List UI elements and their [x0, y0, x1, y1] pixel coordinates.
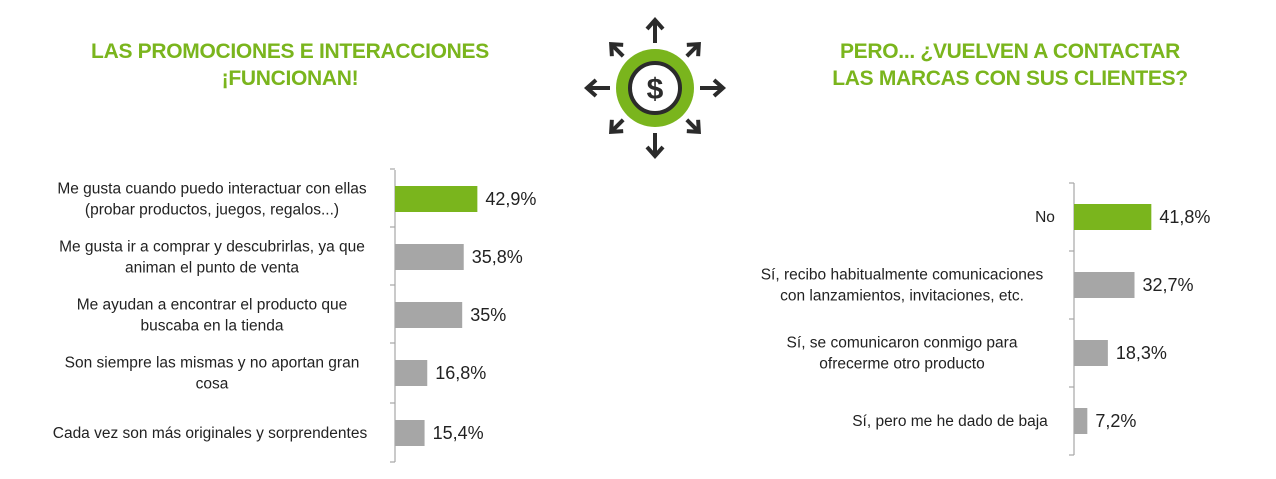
right-title-line-1: PERO... ¿VUELVEN A CONTACTAR	[839, 40, 1181, 63]
bar	[395, 302, 463, 328]
bar	[395, 244, 464, 270]
arrow-icon	[645, 16, 665, 43]
arrow-icon	[685, 42, 701, 58]
category-label: Son siempre las mismas y no aportan gran…	[65, 355, 360, 393]
value-label: 7,2%	[1095, 411, 1136, 431]
category-label: Me ayudan a encontrar el producto que bus…	[77, 297, 348, 335]
coin-inner	[628, 61, 682, 115]
value-label: 42,9%	[485, 189, 536, 209]
bar	[1074, 408, 1088, 434]
category-label: Sí, pero me he dado de baja	[852, 413, 1048, 430]
left-title-line-2: ¡FUNCIONAN!	[221, 67, 359, 90]
right-chart-title: PERO... ¿VUELVEN A CONTACTAR LAS MARCAS …	[800, 38, 1220, 92]
value-label: 35%	[470, 305, 506, 325]
bar	[1074, 272, 1135, 298]
category-label: Sí, se comunicaron conmigo para ofrecerme…	[787, 335, 1018, 373]
arrow-icon	[609, 118, 625, 134]
category-label: No	[1035, 209, 1055, 226]
value-label: 16,8%	[435, 363, 486, 383]
arrow-icon	[583, 78, 610, 98]
bar	[1074, 204, 1152, 230]
arrow-icon	[700, 78, 727, 98]
category-label: Cada vez son más originales y sorprenden…	[53, 425, 368, 442]
category-label: Sí, recibo habitualmente comunicaciones c…	[761, 267, 1044, 305]
bar	[395, 420, 425, 446]
left-chart-title: LAS PROMOCIONES E INTERACCIONES ¡FUNCION…	[70, 38, 510, 92]
value-label: 41,8%	[1159, 207, 1210, 227]
arrows-icon	[583, 16, 727, 160]
value-label: 15,4%	[433, 423, 484, 443]
left-title-line-1: LAS PROMOCIONES E INTERACCIONES	[91, 40, 489, 63]
bar	[1074, 340, 1108, 366]
arrow-icon	[685, 118, 701, 134]
category-label: Me gusta cuando puedo interactuar con el…	[57, 181, 367, 219]
value-label: 32,7%	[1142, 275, 1193, 295]
bar	[395, 360, 428, 386]
dollar-coin-arrows-icon: $	[583, 16, 727, 160]
right-title-line-2: LAS MARCAS CON SUS CLIENTES?	[832, 67, 1188, 90]
arrow-icon	[645, 133, 665, 160]
value-label: 18,3%	[1116, 343, 1167, 363]
value-label: 35,8%	[472, 247, 523, 267]
dollar-sign-icon: $	[647, 73, 664, 106]
category-label: Me gusta ir a comprar y descubrirlas, ya…	[59, 239, 365, 277]
bar	[395, 186, 478, 212]
arrow-icon	[609, 42, 625, 58]
